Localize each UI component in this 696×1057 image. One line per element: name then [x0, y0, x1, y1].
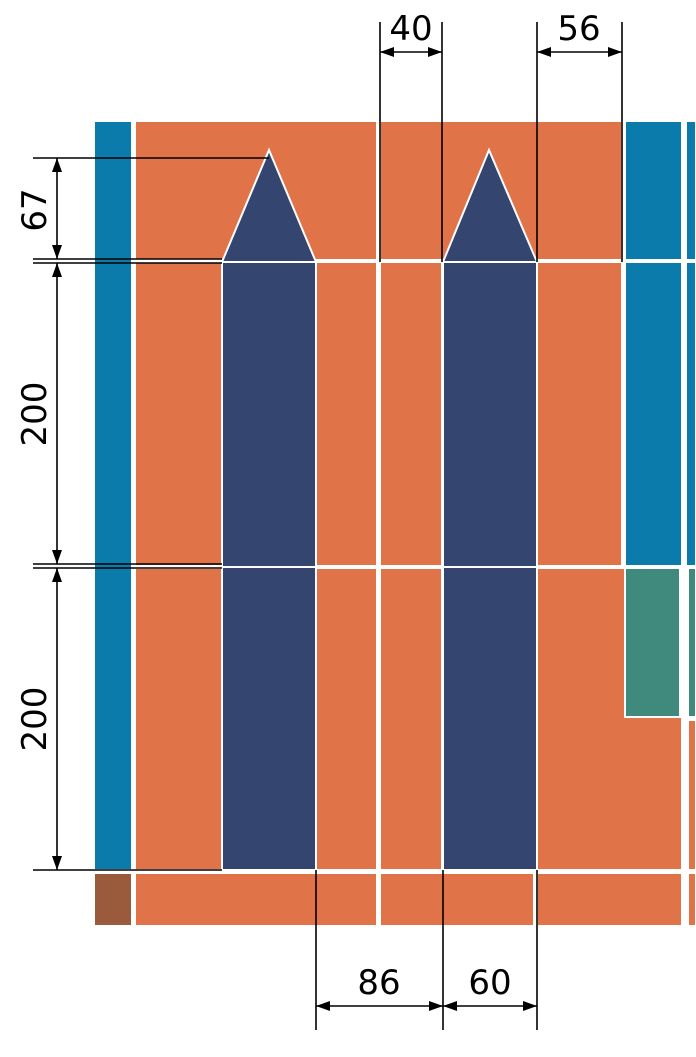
panels — [93, 120, 696, 927]
right-teal-edge — [687, 567, 696, 718]
arrowheads — [52, 47, 622, 1011]
bottom-left-brown-tile — [93, 872, 133, 927]
right-orange-edge-lower — [687, 719, 696, 871]
dimension-label-top-gap: 40 — [389, 9, 432, 49]
dimension-label-bottom-left: 86 — [357, 963, 400, 1003]
bottom-orange-panel-middle — [379, 872, 535, 927]
right-blue-edge-top — [685, 120, 696, 261]
arrow-columns — [221, 147, 538, 871]
middle-orange-panel-b — [315, 261, 378, 567]
left-arrow-column — [221, 147, 317, 871]
bottom-orange-panel-right — [536, 872, 683, 927]
right-arrow-column — [442, 147, 538, 871]
bottom-orange-edge-right — [687, 872, 696, 927]
dimension-label-arrowhead-height: 67 — [15, 188, 55, 231]
dimension-label-top-right: 56 — [557, 9, 600, 49]
bottom-orange-panel-left — [134, 872, 378, 927]
middle-orange-panel-c — [379, 261, 443, 567]
dimension-label-lower-height: 200 — [15, 687, 55, 752]
teal-panel — [624, 567, 681, 718]
lower-orange-panel-c — [379, 567, 443, 871]
middle-orange-panel-d — [536, 261, 623, 567]
right-blue-edge-middle — [685, 261, 696, 567]
lower-orange-panel-a — [134, 567, 223, 871]
dimension-label-bottom-right: 60 — [468, 963, 511, 1003]
right-blue-panel-top — [624, 120, 683, 261]
lower-orange-panel-b — [315, 567, 378, 871]
middle-orange-panel-a — [134, 261, 223, 567]
right-blue-panel-middle — [624, 261, 683, 567]
left-blue-column — [93, 120, 133, 871]
dimension-label-middle-height: 200 — [15, 382, 55, 447]
